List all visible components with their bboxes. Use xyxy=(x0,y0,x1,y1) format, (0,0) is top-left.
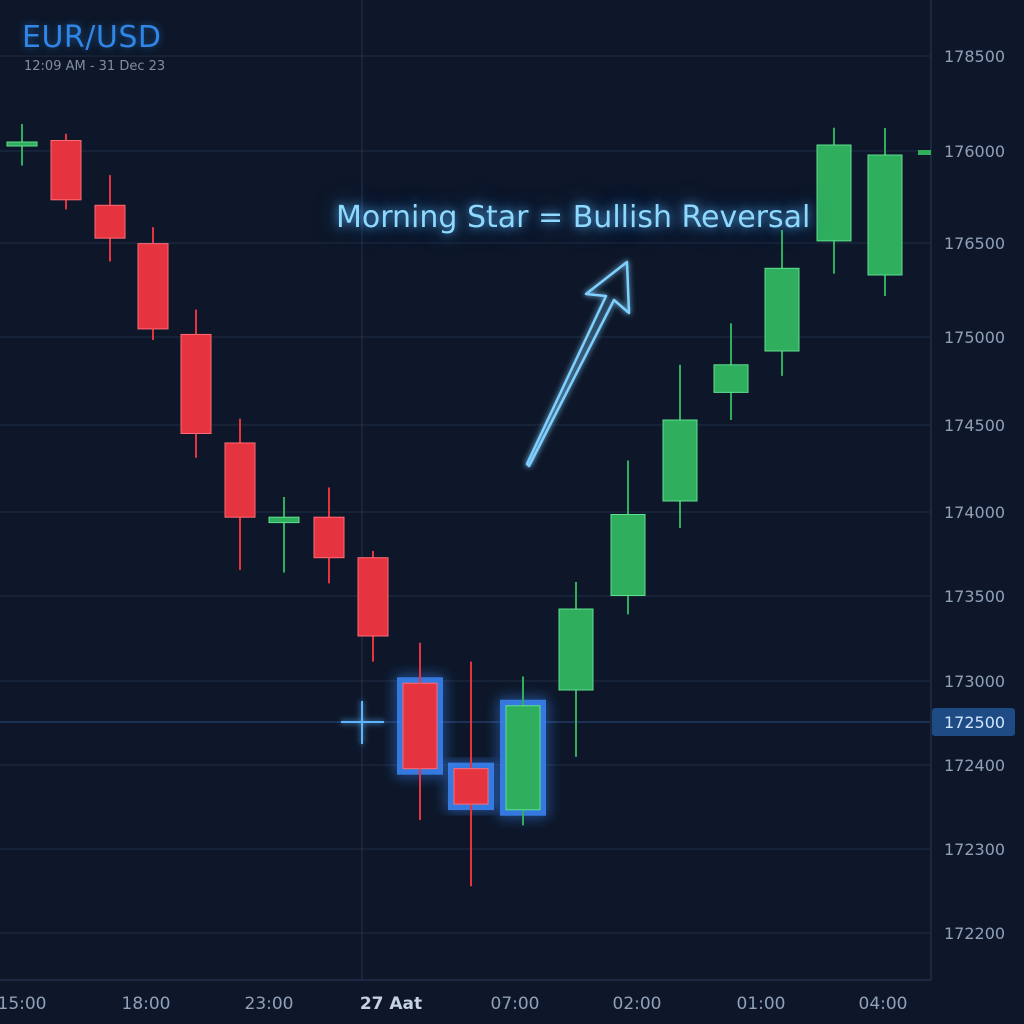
last-price-marker xyxy=(918,150,931,155)
bullish-candle[interactable] xyxy=(268,496,300,573)
candle-body xyxy=(94,204,126,239)
bullish-candle[interactable] xyxy=(816,127,852,274)
crosshair-cursor-icon[interactable] xyxy=(341,701,384,744)
bearish-candle[interactable] xyxy=(137,227,169,340)
crosshair-price-label-bg xyxy=(932,708,1015,736)
candle-body xyxy=(402,682,438,770)
candle-body xyxy=(610,514,646,596)
candle-body xyxy=(867,154,903,276)
candle-body xyxy=(180,333,212,434)
candle-body xyxy=(662,419,698,502)
time-tick-label: 07:00 xyxy=(491,994,540,1014)
time-tick-label: 23:00 xyxy=(245,994,294,1014)
bearish-candle[interactable] xyxy=(397,642,443,821)
crosshair-price-label: 172500 xyxy=(944,713,1005,732)
bearish-candle[interactable] xyxy=(224,418,256,570)
bearish-candle[interactable] xyxy=(448,661,494,887)
price-tick-label: 173500 xyxy=(944,587,1005,606)
price-tick-label: 175000 xyxy=(944,328,1005,347)
bullish-candle[interactable] xyxy=(558,582,594,757)
candle-body xyxy=(313,516,345,559)
time-tick-label: 01:00 xyxy=(737,994,786,1014)
price-tick-label: 176000 xyxy=(944,142,1005,161)
reversal-arrow-icon xyxy=(525,260,631,468)
time-tick-label: 15:00 xyxy=(0,994,47,1014)
bullish-candle[interactable] xyxy=(713,323,749,420)
candle-body xyxy=(558,608,594,691)
bearish-candle[interactable] xyxy=(94,175,126,262)
price-tick-label: 178500 xyxy=(944,47,1005,66)
price-tick-label: 172200 xyxy=(944,924,1005,943)
bearish-candle[interactable] xyxy=(313,487,345,584)
price-tick-label: 173000 xyxy=(944,672,1005,691)
price-tick-label: 172400 xyxy=(944,756,1005,775)
timestamp-label: 12:09 AM - 31 Dec 23 xyxy=(24,59,166,74)
price-tick-label: 174500 xyxy=(944,416,1005,435)
bullish-candle[interactable] xyxy=(610,460,646,615)
candle-body xyxy=(713,364,749,393)
price-tick-label: 176500 xyxy=(944,234,1005,253)
time-tick-label: 02:00 xyxy=(613,994,662,1014)
pattern-annotation: Morning Star = Bullish Reversal xyxy=(336,200,811,235)
bearish-candle[interactable] xyxy=(180,309,212,458)
bearish-candle[interactable] xyxy=(357,550,389,662)
candle-body xyxy=(6,141,38,147)
candle-body xyxy=(816,144,852,242)
candle-body xyxy=(268,516,300,524)
candle-body xyxy=(505,705,541,811)
candle-body xyxy=(357,557,389,637)
candle-body xyxy=(764,267,800,352)
bullish-candle[interactable] xyxy=(764,229,800,376)
candle-body xyxy=(224,442,256,518)
time-tick-label: 04:00 xyxy=(859,994,908,1014)
bullish-candle[interactable] xyxy=(500,676,546,826)
price-tick-label: 174000 xyxy=(944,503,1005,522)
time-tick-label: 18:00 xyxy=(122,994,171,1014)
bearish-candle[interactable] xyxy=(50,133,82,210)
symbol-title: EUR/USD xyxy=(22,20,162,55)
candle-body xyxy=(50,140,82,201)
time-tick-label: 27 Aat xyxy=(360,994,422,1014)
price-tick-label: 172300 xyxy=(944,840,1005,859)
candle-body xyxy=(453,768,489,805)
bullish-candle[interactable] xyxy=(867,128,903,296)
bullish-candle[interactable] xyxy=(662,364,698,528)
bullish-candle[interactable] xyxy=(6,124,38,166)
candle-body xyxy=(137,243,169,330)
